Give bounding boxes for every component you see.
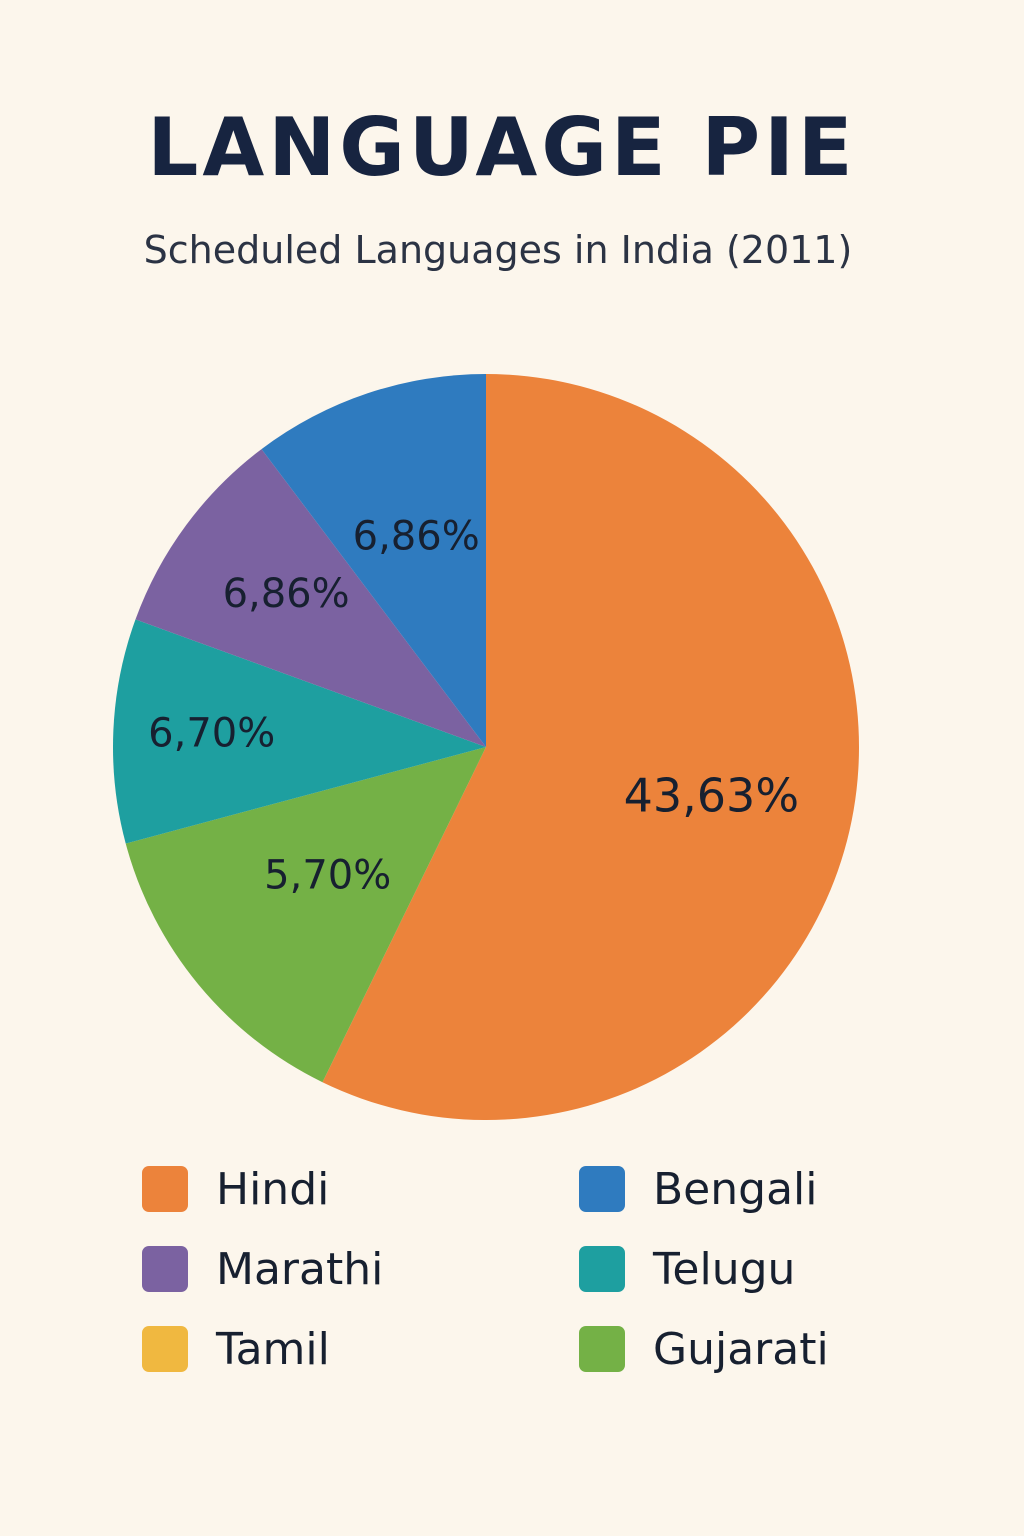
slice-label-bengali: 6,86% [353, 513, 480, 559]
slice-label-marathi: 6,86% [223, 571, 350, 617]
slice-label-hindi: 43,63% [624, 769, 799, 823]
slice-label-telugu: 6,70% [148, 710, 275, 756]
pie-slice-bengali [261, 374, 486, 747]
pie-slices [113, 373, 860, 1120]
legend-item-tamil: Tamil [142, 1323, 579, 1375]
pie-labels: 43,63% 5,70% 6,70% 6,86%6,86% [148, 513, 799, 898]
pie-slice-telugu [113, 619, 486, 844]
legend-swatch [579, 1166, 625, 1212]
legend-item-hindi: Hindi [142, 1163, 579, 1215]
chart-title: LANGUAGE PIE [147, 101, 857, 194]
pie-slice-marathi [135, 449, 486, 747]
slice-label-gujarati: 5,70% [264, 852, 391, 898]
legend-label: Tamil [216, 1323, 330, 1375]
legend-item-marathi: Marathi [142, 1243, 579, 1295]
pie-slice-gujarati [125, 747, 487, 1083]
pie-chart: 43,63% 5,70% 6,70% 6,86%6,86% [113, 373, 860, 1120]
legend-label: Gujarati [653, 1323, 829, 1375]
legend-swatch [579, 1246, 625, 1292]
legend-item-telugu: Telugu [579, 1243, 902, 1295]
legend-label: Telugu [653, 1243, 796, 1295]
chart-subtitle: Scheduled Languages in India (2011) [143, 228, 853, 272]
legend-swatch [142, 1326, 188, 1372]
legend-swatch [579, 1326, 625, 1372]
legend-label: Bengali [653, 1163, 818, 1215]
legend-swatch [142, 1166, 188, 1212]
legend-label: Hindi [216, 1163, 330, 1215]
legend-item-bengali: Bengali [579, 1163, 902, 1215]
legend-item-gujarati: Gujarati [579, 1323, 902, 1375]
legend-label: Marathi [216, 1243, 384, 1295]
legend: Hindi Bengali Marathi Telugu Tamil Gujarati [142, 1163, 902, 1375]
legend-swatch [142, 1246, 188, 1292]
pie-slice-hindi [322, 373, 860, 1120]
